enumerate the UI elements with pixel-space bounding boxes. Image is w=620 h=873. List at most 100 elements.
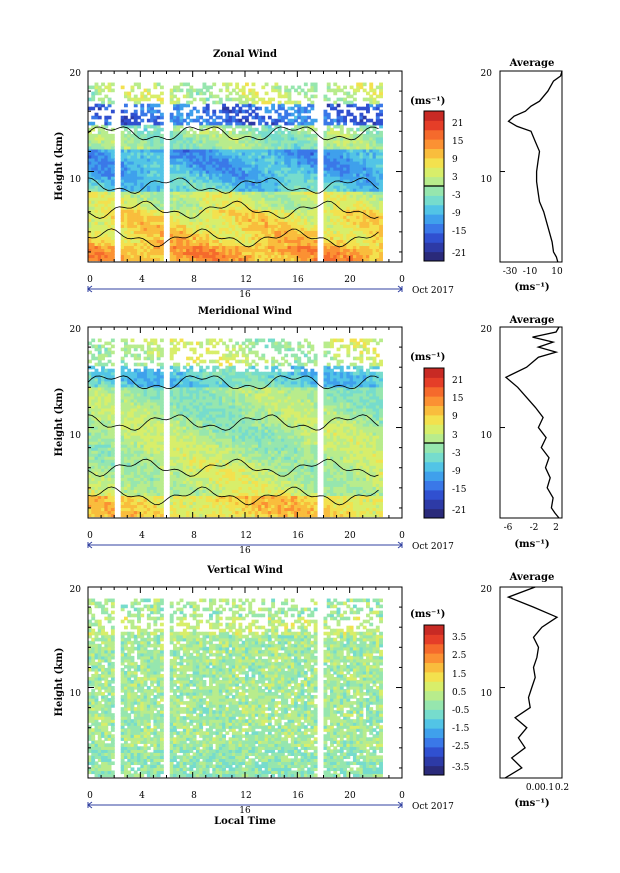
- heatmap-cell: [127, 495, 132, 499]
- heatmap-cell: [91, 163, 96, 168]
- heatmap-cell: [91, 395, 96, 400]
- heatmap-cell: [146, 182, 151, 186]
- heatmap-cell: [215, 215, 220, 219]
- heatmap-cell: [222, 106, 226, 111]
- heatmap-cell: [379, 224, 383, 228]
- heatmap-cell: [313, 118, 318, 123]
- heatmap-cell: [159, 115, 164, 120]
- heatmap-cell: [339, 185, 344, 189]
- heatmap-cell: [123, 362, 128, 367]
- heatmap-cell: [264, 251, 269, 256]
- heatmap-cell: [313, 82, 318, 87]
- heatmap-cell: [313, 230, 318, 234]
- heatmap-cell: [235, 136, 240, 141]
- heatmap-cell: [238, 151, 243, 156]
- heatmap-cell: [104, 347, 109, 352]
- heatmap-cell: [379, 91, 383, 96]
- heatmap-cell: [277, 182, 282, 186]
- heatmap-cell: [258, 139, 262, 144]
- heatmap-cell: [123, 383, 128, 388]
- date-axis-arrows: [87, 285, 403, 293]
- heatmap-cell: [120, 221, 125, 225]
- heatmap-cell: [110, 386, 115, 391]
- heatmap-cell: [182, 145, 187, 150]
- heatmap-cell: [123, 416, 128, 421]
- heatmap-cell: [97, 239, 102, 243]
- heatmap-cell: [271, 218, 276, 222]
- heatmap-cell: [241, 254, 246, 259]
- heatmap-cell: [159, 230, 164, 234]
- heatmap-cell: [372, 212, 377, 216]
- heatmap-cell: [182, 257, 187, 262]
- heatmap-cell: [88, 438, 92, 442]
- heatmap-cell: [91, 160, 96, 165]
- heatmap-cell: [271, 239, 276, 243]
- heatmap-cell: [303, 245, 308, 250]
- heatmap-cell: [310, 103, 315, 108]
- heatmap-cell: [91, 218, 96, 222]
- heatmap-cell: [120, 182, 125, 186]
- heatmap-cell: [238, 179, 243, 183]
- heatmap-cell: [339, 124, 344, 129]
- heatmap-cell: [88, 404, 92, 409]
- heatmap-cell: [209, 182, 213, 186]
- heatmap-cell: [352, 163, 357, 168]
- heatmap-cell: [107, 182, 112, 186]
- heatmap-cell: [186, 242, 190, 247]
- heatmap-cell: [176, 106, 181, 111]
- heatmap-cell: [326, 157, 331, 162]
- heatmap-cell: [251, 100, 256, 105]
- heatmap-cell: [267, 154, 272, 159]
- heatmap-cell: [186, 163, 190, 168]
- heatmap-cell: [189, 142, 194, 147]
- heatmap-cell: [264, 157, 269, 162]
- heatmap-cell: [150, 239, 155, 243]
- heatmap-cell: [343, 139, 347, 144]
- heatmap-cell: [294, 136, 298, 141]
- heatmap-cell: [137, 242, 141, 247]
- heatmap-cell: [97, 501, 102, 506]
- heatmap-cell: [104, 185, 109, 189]
- colorbar-segment: [424, 120, 444, 131]
- heatmap-cell: [277, 173, 282, 177]
- heatmap-cell: [94, 160, 99, 165]
- heatmap-cell: [110, 435, 115, 439]
- heatmap-cell: [333, 233, 338, 237]
- heatmap-cell: [123, 257, 128, 262]
- y-tick-label: 20: [70, 69, 82, 79]
- colorbar-segment: [424, 186, 444, 196]
- heatmap-cell: [176, 218, 181, 222]
- heatmap-cell: [274, 176, 279, 180]
- heatmap-cell: [110, 203, 115, 207]
- heatmap-cell: [101, 236, 105, 240]
- heatmap-cell: [251, 254, 256, 259]
- heatmap-cell: [310, 221, 315, 225]
- heatmap-cell: [379, 130, 383, 135]
- heatmap-cell: [264, 188, 269, 192]
- heatmap-cell: [199, 157, 204, 162]
- heatmap-cell: [192, 136, 197, 141]
- heatmap-cell: [326, 160, 331, 165]
- heatmap-cell: [199, 151, 204, 156]
- heatmap-cell: [110, 133, 115, 138]
- heatmap-cell: [330, 151, 334, 156]
- heatmap-cell: [323, 112, 328, 117]
- heatmap-cell: [346, 218, 351, 222]
- heatmap-cell: [137, 157, 141, 162]
- heatmap-cell: [267, 212, 272, 216]
- heatmap-cell: [120, 513, 125, 518]
- heatmap-cell: [369, 145, 374, 150]
- heatmap-cell: [123, 236, 128, 240]
- heatmap-cell: [107, 383, 112, 388]
- heatmap-cell: [127, 468, 132, 472]
- heatmap-cell: [127, 248, 132, 253]
- heatmap-cell: [156, 242, 161, 247]
- heatmap-cell: [140, 167, 145, 171]
- heatmap-cell: [349, 85, 354, 90]
- heatmap-cell: [110, 432, 115, 436]
- heatmap-cell: [228, 224, 233, 228]
- heatmap-cell: [313, 185, 318, 189]
- heatmap-cell: [352, 91, 357, 96]
- heatmap-cell: [326, 112, 331, 117]
- heatmap-cell: [212, 254, 217, 259]
